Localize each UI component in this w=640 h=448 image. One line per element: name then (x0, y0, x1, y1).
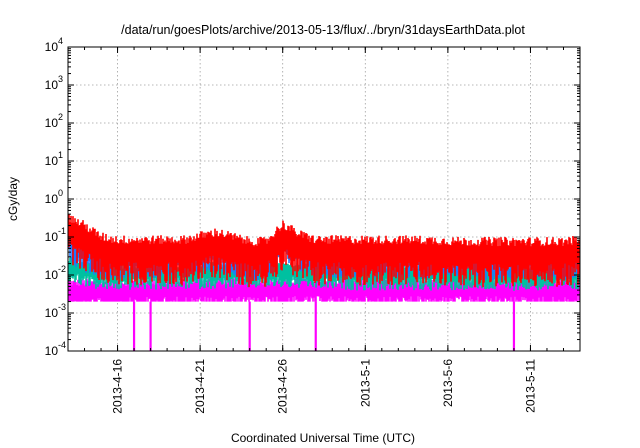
y-tick-label: 10 (45, 268, 59, 282)
y-tick-label: 10 (45, 192, 59, 206)
x-tick-label: 2013-5-1 (358, 359, 372, 407)
y-tick-exponent: -2 (58, 264, 66, 274)
x-axis-label: Coordinated Universal Time (UTC) (231, 431, 415, 445)
y-tick-exponent: 4 (58, 36, 63, 46)
x-tick-label: 2013-4-26 (276, 359, 290, 414)
grid-lines (68, 47, 580, 351)
chart-title: /data/run/goesPlots/archive/2013-05-13/f… (121, 23, 525, 37)
series-noise (68, 214, 580, 288)
y-tick-exponent: 2 (58, 112, 63, 122)
y-tick-exponent: 0 (58, 188, 63, 198)
y-tick-label: 10 (45, 230, 59, 244)
x-tick-label: 2013-5-11 (523, 359, 537, 413)
series-band (68, 214, 580, 288)
y-tick-label: 10 (45, 40, 59, 54)
y-tick-label: 10 (45, 116, 59, 130)
y-tick-exponent: 3 (58, 74, 63, 84)
x-tick-label: 2013-5-6 (441, 359, 455, 407)
y-tick-exponent: -1 (58, 226, 66, 236)
y-tick-label: 10 (45, 78, 59, 92)
y-tick-exponent: 1 (58, 150, 63, 160)
y-axis-label: cGy/day (6, 177, 20, 221)
series-layer (68, 214, 580, 351)
series-band (68, 276, 580, 302)
y-tick-label: 10 (45, 344, 59, 358)
y-tick-exponent: -4 (58, 340, 66, 350)
x-tick-label: 2013-4-21 (193, 359, 207, 414)
x-tick-label: 2013-4-16 (111, 359, 125, 414)
y-tick-exponent: -3 (58, 302, 66, 312)
y-tick-label: 10 (45, 306, 59, 320)
x-axis: 2013-4-16 2013-4-21 2013-4-26 2013-5-1 2013-… (84, 47, 564, 414)
series-noise (68, 276, 580, 302)
y-tick-label: 10 (45, 154, 59, 168)
